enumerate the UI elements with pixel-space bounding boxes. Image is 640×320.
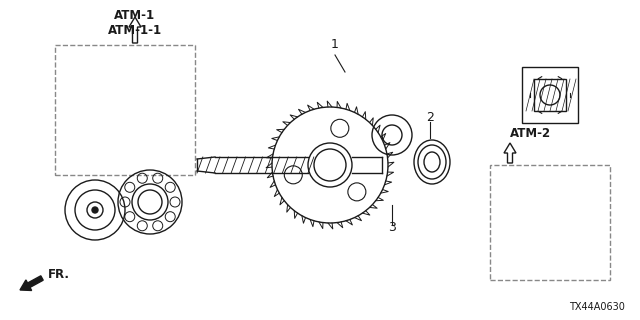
Bar [534, 79, 566, 111]
Text: ATM-2: ATM-2 [509, 127, 550, 140]
Bar [522, 67, 578, 123]
Text: FR.: FR. [48, 268, 70, 281]
Text: 1: 1 [331, 38, 339, 51]
Bar [55, 45, 195, 175]
Text: TX44A0630: TX44A0630 [569, 302, 625, 312]
FancyArrow shape [20, 276, 43, 291]
Text: ATM-1
ATM-1-1: ATM-1 ATM-1-1 [108, 9, 162, 37]
Bar [490, 165, 610, 280]
Circle shape [92, 207, 98, 213]
Text: 2: 2 [426, 111, 434, 124]
Text: 3: 3 [388, 221, 396, 234]
